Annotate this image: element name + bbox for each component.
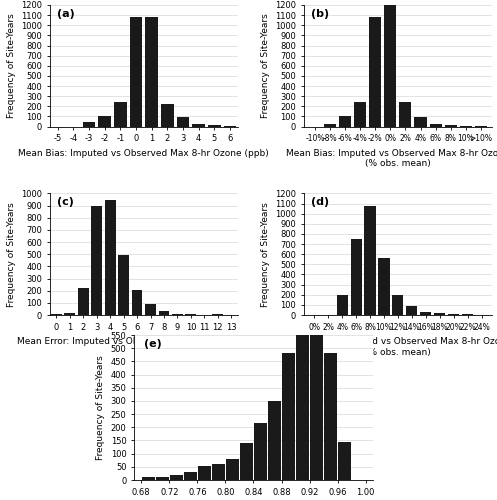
- Bar: [118, 256, 129, 315]
- Text: (e): (e): [144, 340, 162, 349]
- Y-axis label: Frequency of Site-Years: Frequency of Site-Years: [6, 14, 15, 118]
- Bar: [310, 316, 323, 480]
- Bar: [282, 354, 295, 480]
- Text: (c): (c): [57, 197, 74, 207]
- Bar: [132, 290, 143, 315]
- Bar: [51, 314, 62, 315]
- Bar: [406, 306, 417, 315]
- Bar: [105, 200, 116, 315]
- Bar: [177, 118, 189, 126]
- Bar: [350, 239, 362, 315]
- Bar: [324, 124, 336, 126]
- Bar: [91, 206, 102, 315]
- Bar: [445, 125, 457, 126]
- Bar: [98, 116, 111, 126]
- Bar: [142, 478, 155, 480]
- Bar: [185, 314, 196, 315]
- Bar: [208, 125, 221, 126]
- Y-axis label: Frequency of Site-Years: Frequency of Site-Years: [260, 202, 269, 306]
- Bar: [296, 322, 309, 480]
- Bar: [400, 102, 412, 126]
- Bar: [184, 472, 197, 480]
- X-axis label: Mean Error: Imputed vs Observed Max 8-hr Ozone
(% obs. mean): Mean Error: Imputed vs Observed Max 8-hr…: [285, 337, 497, 356]
- Bar: [448, 314, 459, 315]
- Bar: [212, 464, 225, 480]
- Bar: [462, 314, 473, 315]
- Bar: [156, 478, 168, 480]
- Bar: [354, 102, 366, 126]
- Bar: [325, 354, 337, 480]
- Bar: [339, 116, 351, 126]
- Bar: [78, 288, 88, 315]
- Bar: [240, 443, 253, 480]
- Bar: [364, 206, 376, 315]
- Bar: [268, 401, 281, 480]
- Bar: [254, 424, 267, 480]
- Bar: [369, 17, 381, 126]
- Bar: [146, 17, 158, 126]
- X-axis label: Mean Error: Imputed vs Observed Max 8-hr Ozone (ppb): Mean Error: Imputed vs Observed Max 8-hr…: [17, 337, 271, 346]
- Bar: [434, 314, 445, 315]
- X-axis label: Mean Bias: Imputed vs Observed Max 8-hr Ozone
(% obs. mean): Mean Bias: Imputed vs Observed Max 8-hr …: [286, 149, 497, 168]
- Bar: [212, 314, 223, 315]
- Bar: [392, 294, 404, 315]
- Bar: [429, 124, 442, 126]
- Bar: [145, 304, 156, 315]
- Bar: [384, 2, 397, 126]
- Text: (d): (d): [311, 197, 330, 207]
- X-axis label: Mean Bias: Imputed vs Observed Max 8-hr Ozone (ppb): Mean Bias: Imputed vs Observed Max 8-hr …: [18, 149, 269, 158]
- Text: (a): (a): [57, 8, 75, 18]
- Y-axis label: Frequency of Site-Years: Frequency of Site-Years: [6, 202, 15, 306]
- Bar: [378, 258, 390, 315]
- Bar: [172, 314, 183, 315]
- Bar: [161, 104, 173, 126]
- Bar: [114, 102, 127, 126]
- Bar: [65, 313, 75, 315]
- Bar: [338, 442, 351, 480]
- Bar: [170, 474, 182, 480]
- Bar: [226, 459, 239, 480]
- Bar: [83, 122, 95, 126]
- Bar: [192, 124, 205, 126]
- Bar: [414, 118, 426, 126]
- Bar: [336, 294, 348, 315]
- Bar: [420, 312, 431, 315]
- Y-axis label: Frequency of Site-Years: Frequency of Site-Years: [96, 355, 105, 460]
- Bar: [198, 466, 211, 480]
- Bar: [130, 17, 142, 126]
- Bar: [159, 312, 169, 315]
- Y-axis label: Frequency of Site-Years: Frequency of Site-Years: [260, 14, 269, 118]
- Text: (b): (b): [311, 8, 330, 18]
